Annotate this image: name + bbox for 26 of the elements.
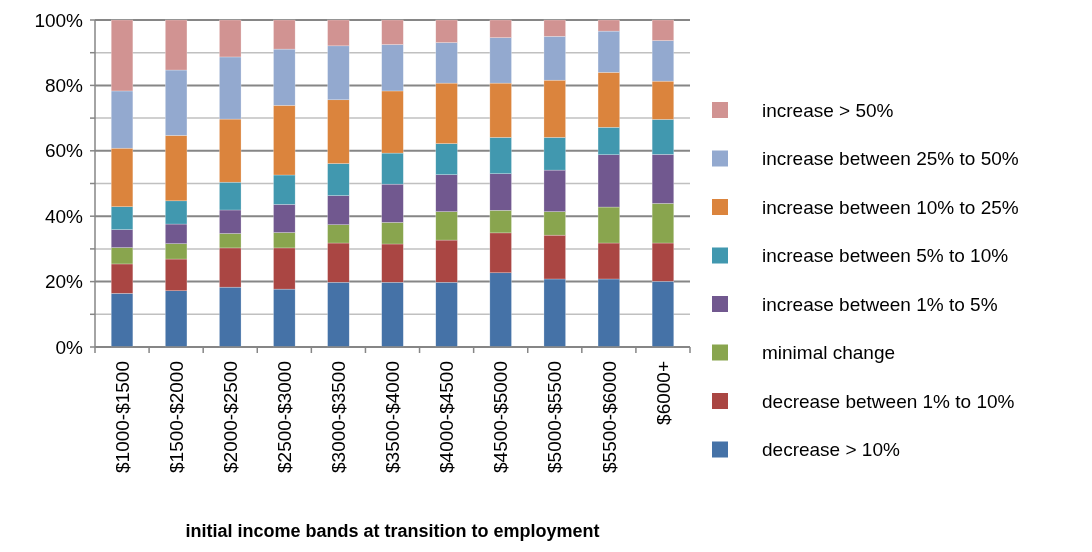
- x-tick-label: $5500-$6000: [598, 361, 620, 473]
- x-tick-label: $2000-$2500: [219, 361, 241, 473]
- x-tick-label: $2500-$3000: [273, 361, 295, 473]
- x-tick-label: $1500-$2000: [165, 361, 187, 473]
- x-tick-label: $6000+: [652, 361, 674, 425]
- y-tick-label: 80%: [44, 75, 84, 97]
- legend-label: minimal change: [762, 342, 896, 364]
- x-tick-label: $3000-$3500: [328, 361, 350, 473]
- x-tick-label: $4000-$4500: [436, 361, 458, 473]
- legend-label: decrease between 1% to 10%: [762, 390, 1015, 412]
- legend-label: increase between 5% to 10%: [762, 245, 1009, 267]
- x-axis-title: initial income bands at transition to employment: [185, 521, 600, 541]
- x-tick-label: $4500-$5000: [490, 361, 512, 473]
- x-tick-label: $3500-$4000: [382, 361, 404, 473]
- y-tick-label: 20%: [44, 271, 84, 293]
- legend-label: increase > 50%: [762, 99, 894, 121]
- x-tick-label: $1000-$1500: [111, 361, 133, 473]
- legend-label: decrease > 10%: [762, 439, 900, 461]
- legend-label: increase between 1% to 5%: [762, 293, 998, 315]
- y-tick-label: 60%: [44, 140, 84, 162]
- y-tick-label: 100%: [34, 9, 84, 31]
- x-tick-label: $5000-$5500: [544, 361, 566, 473]
- legend-label: increase between 25% to 50%: [762, 148, 1019, 170]
- y-tick-label: 40%: [44, 205, 84, 227]
- y-tick-label: 0%: [55, 336, 84, 358]
- legend-label: increase between 10% to 25%: [762, 196, 1019, 218]
